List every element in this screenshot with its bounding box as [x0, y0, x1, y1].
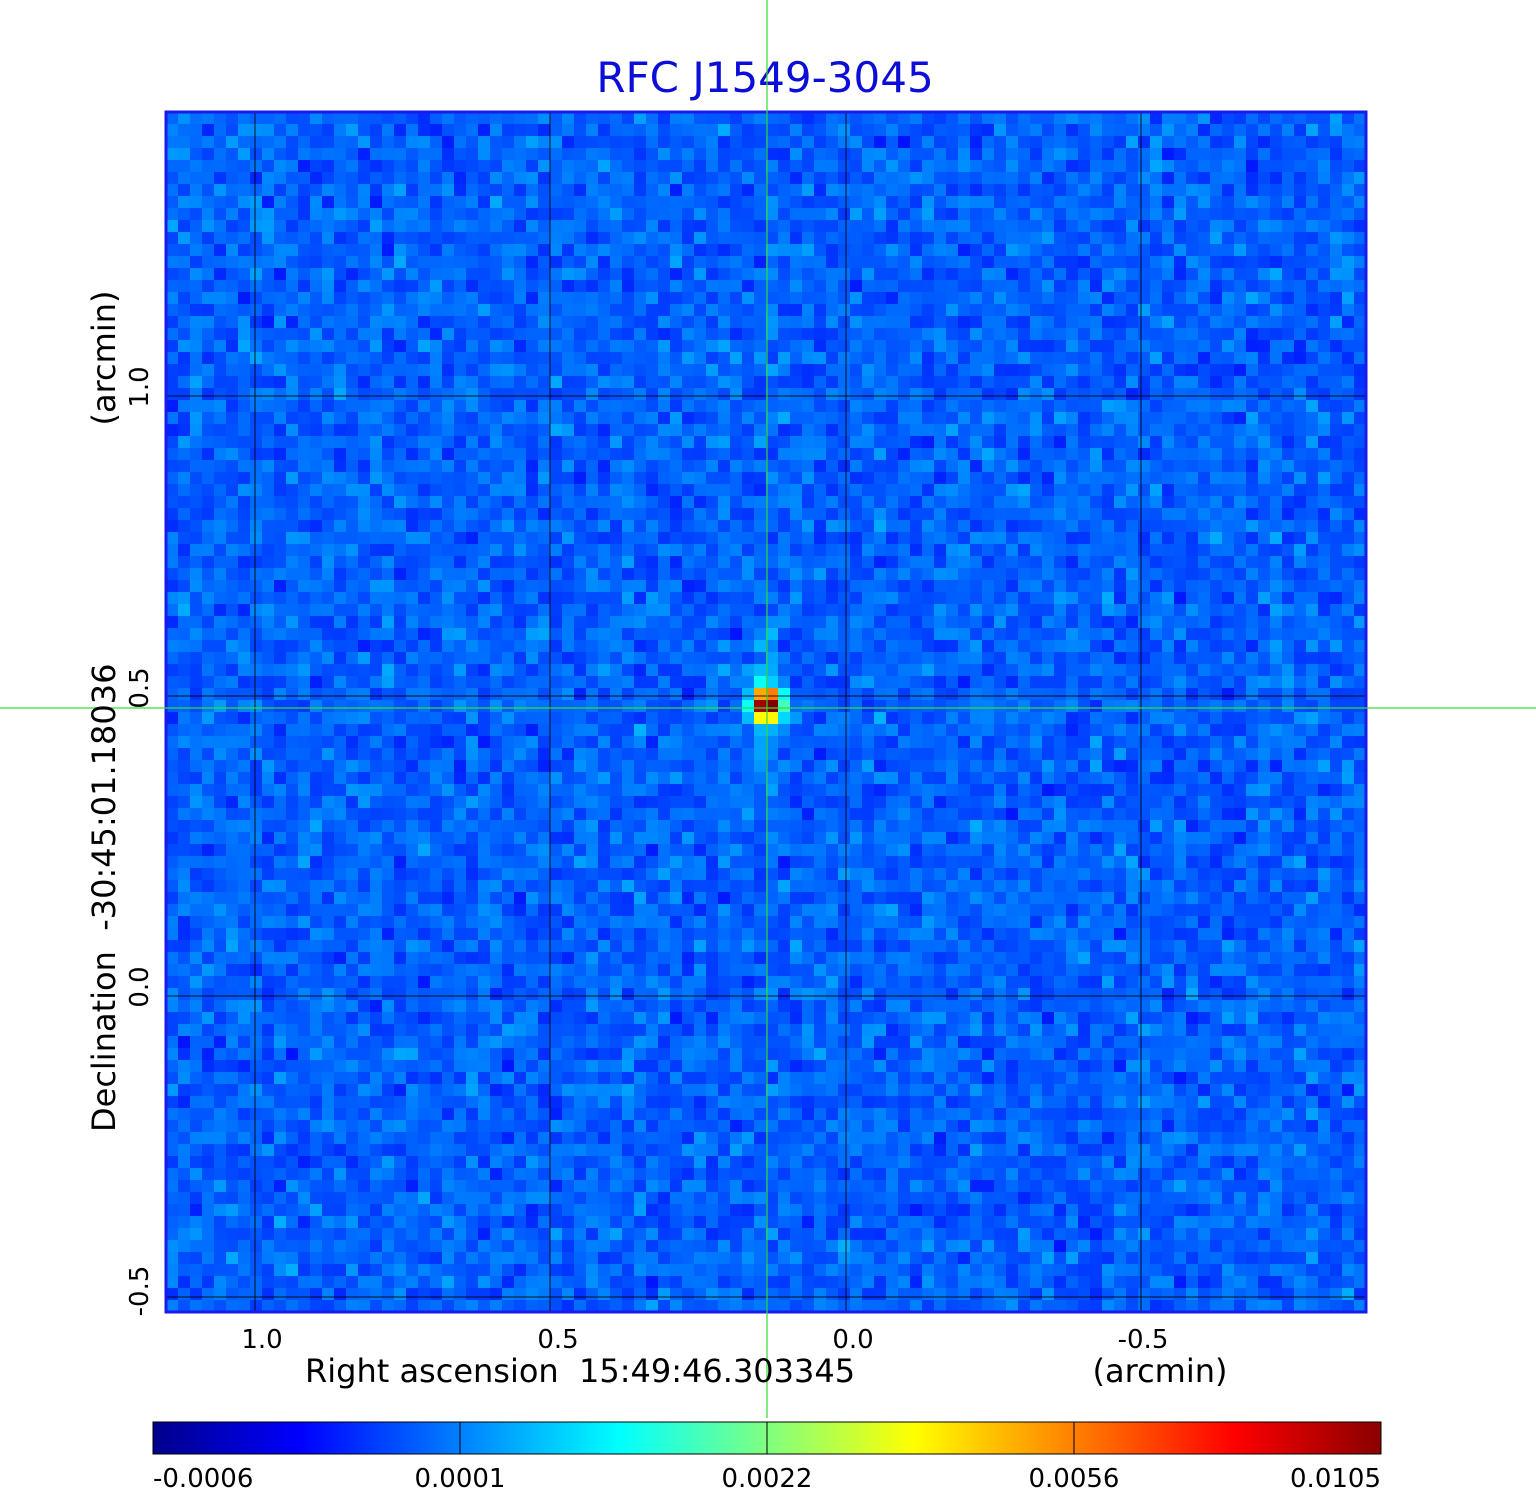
colorbar-tick-label: 0.0022	[722, 1464, 813, 1494]
colorbar-tick-label: 0.0001	[415, 1464, 506, 1494]
colorbar-tick-label: -0.0006	[153, 1464, 253, 1494]
x-axis-unit: (arcmin)	[1093, 1352, 1228, 1390]
x-tick-label: 1.0	[241, 1325, 282, 1355]
plot-title: RFC J1549-3045	[596, 53, 933, 102]
y-axis-label: Declination -30:45:01.18036	[85, 664, 123, 1132]
colorbar-tick-label: 0.0056	[1029, 1464, 1120, 1494]
plot-frame	[164, 110, 1368, 1314]
y-tick-label: 0.0	[125, 966, 155, 1007]
y-tick-label: -0.5	[125, 1266, 155, 1317]
y-axis-unit: (arcmin)	[85, 291, 123, 426]
x-tick-label: 0.0	[832, 1325, 873, 1355]
sky-image-pixels	[166, 112, 1366, 1312]
x-tick-label: 0.5	[537, 1325, 578, 1355]
y-tick-label: 1.0	[125, 366, 155, 407]
y-tick-label: 0.5	[125, 667, 155, 708]
x-tick-label: -0.5	[1118, 1325, 1169, 1355]
x-axis-label: Right ascension 15:49:46.303345	[305, 1352, 855, 1390]
coordinate-grid	[166, 112, 1366, 1312]
colorbar-tick-label: 0.0105	[1290, 1464, 1381, 1494]
